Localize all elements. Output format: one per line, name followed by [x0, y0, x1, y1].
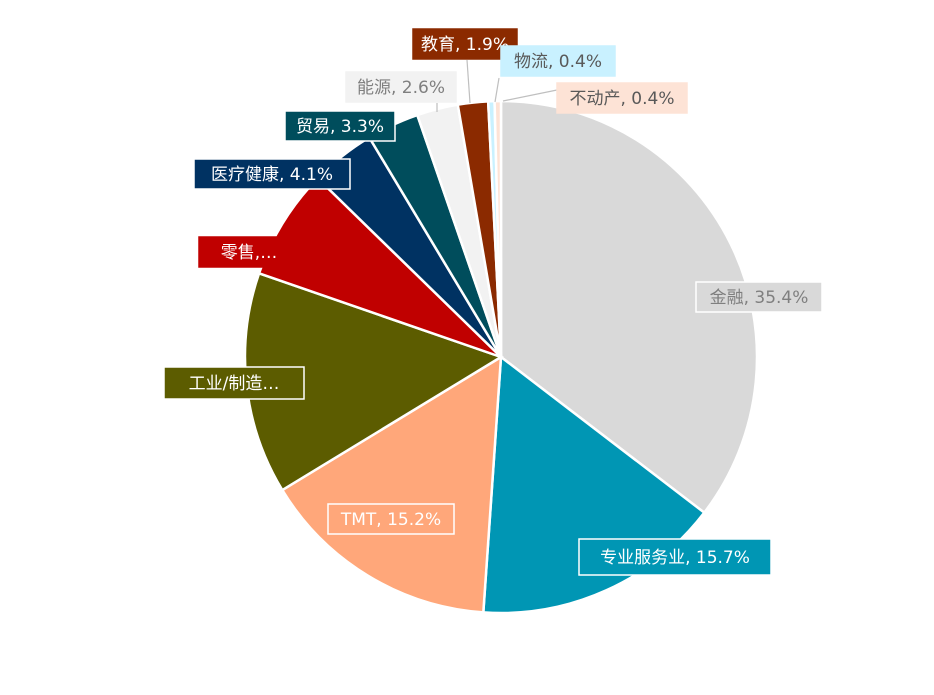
data-label-text-9: 物流, 0.4% — [514, 52, 602, 72]
data-label-text-3: 工业/制造… — [189, 374, 280, 394]
leader-line-9 — [494, 77, 500, 103]
data-label-box-2 — [327, 503, 455, 535]
data-label-3: 工业/制造… — [163, 366, 305, 400]
pie-slice-2 — [280, 354, 503, 614]
data-label-8: 教育, 1.9% — [412, 28, 518, 60]
data-label-2: TMT, 15.2% — [327, 503, 455, 535]
data-label-4: 零售,… — [198, 236, 300, 268]
data-label-text-10: 不动产, 0.4% — [570, 89, 675, 109]
data-label-box-1 — [578, 538, 772, 576]
data-label-text-4: 零售,… — [221, 243, 277, 263]
data-label-text-2: TMT, 15.2% — [340, 510, 441, 530]
data-label-box-5 — [193, 158, 351, 190]
data-label-10: 不动产, 0.4% — [556, 82, 688, 114]
data-label-5: 医疗健康, 4.1% — [193, 158, 351, 190]
data-label-9: 物流, 0.4% — [500, 45, 616, 77]
data-label-box-6 — [284, 110, 396, 142]
data-label-7: 能源, 2.6% — [345, 71, 457, 103]
data-label-1: 专业服务业, 15.7% — [578, 538, 772, 576]
data-label-text-6: 贸易, 3.3% — [296, 117, 384, 137]
leader-line-8 — [466, 59, 471, 104]
data-label-box-7 — [345, 71, 457, 103]
data-label-text-1: 专业服务业, 15.7% — [600, 548, 750, 568]
leader-lines — [436, 59, 558, 112]
data-labels: 金融, 35.4% 专业服务业, 15.7% TMT, 15.2% 工业/制造… 零售,… — [163, 28, 823, 576]
data-label-box-8 — [412, 28, 518, 60]
data-label-box-4 — [198, 236, 300, 268]
data-label-box-0 — [695, 281, 823, 313]
leader-line-10 — [502, 89, 558, 102]
data-label-text-0: 金融, 35.4% — [710, 288, 809, 308]
data-label-0: 金融, 35.4% — [695, 281, 823, 313]
data-label-box-3 — [163, 366, 305, 400]
data-label-6: 贸易, 3.3% — [284, 110, 396, 142]
data-label-box-10 — [556, 82, 688, 114]
data-label-text-5: 医疗健康, 4.1% — [211, 165, 333, 185]
data-label-text-8: 教育, 1.9% — [421, 35, 509, 55]
data-label-box-9 — [500, 45, 616, 77]
data-label-text-7: 能源, 2.6% — [357, 78, 445, 98]
